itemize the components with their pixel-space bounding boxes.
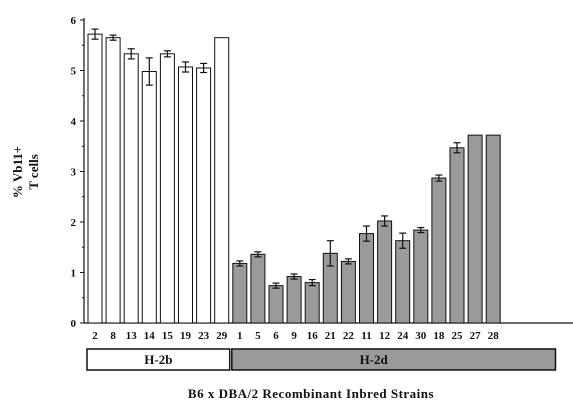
bar-12 [377, 220, 393, 324]
bar-13 [123, 53, 139, 324]
group-box-h-2b [86, 348, 231, 371]
x-tick-label: 27 [470, 330, 482, 342]
bar-14 [141, 71, 157, 324]
x-tick-label: 8 [110, 330, 116, 342]
bar-11 [359, 233, 374, 324]
bar-16 [304, 282, 320, 324]
x-tick-label: 16 [307, 330, 319, 342]
y-tick-label: 3 [71, 167, 77, 179]
x-tick-label: 6 [273, 330, 279, 342]
bar-22 [340, 260, 356, 324]
y-tick-label: 1 [71, 268, 77, 280]
bar-19 [178, 66, 193, 324]
bar-24 [395, 240, 411, 324]
bar-18 [431, 177, 447, 324]
bar-5 [250, 253, 266, 324]
group-label-h-2d: H-2d [360, 352, 389, 367]
bar-27 [467, 134, 483, 324]
x-tick-label: 11 [361, 330, 371, 342]
y-tick-label: 4 [71, 116, 77, 128]
y-tick-label: 2 [71, 217, 77, 229]
x-tick-label: 30 [415, 330, 427, 342]
x-tick-label: 14 [144, 330, 156, 342]
x-tick-label: 2 [92, 330, 98, 342]
x-tick-label: 5 [255, 330, 261, 342]
x-tick-label: 13 [126, 330, 138, 342]
x-tick-label: 19 [180, 330, 192, 342]
bar-9 [286, 276, 302, 324]
x-tick-label: 18 [433, 330, 445, 342]
x-axis-label: B6 x DBA/2 Recombinant Inbred Strains [188, 386, 434, 401]
bar-29 [214, 37, 230, 324]
bar-25 [449, 147, 465, 324]
x-tick-label: 24 [397, 330, 409, 342]
x-tick-label: 22 [343, 330, 355, 342]
y-tick-label: 0 [71, 318, 77, 330]
x-tick-label: 21 [325, 330, 336, 342]
bar-15 [159, 53, 175, 324]
y-axis-label-line2: T cells [26, 154, 41, 190]
x-tick-label: 1 [237, 330, 243, 342]
y-tick-label: 5 [71, 66, 77, 78]
x-tick-label: 9 [291, 330, 297, 342]
x-tick-label: 29 [216, 330, 228, 342]
group-box-h-2d [231, 348, 557, 371]
bar-1 [232, 262, 248, 324]
y-axis-label-line1: % Vb11+ [10, 146, 25, 198]
x-tick-label: 28 [488, 330, 500, 342]
x-tick-label: 25 [452, 330, 464, 342]
bar-23 [196, 67, 212, 324]
bar-8 [105, 37, 121, 324]
bar-6 [268, 285, 284, 324]
bar-30 [413, 229, 429, 324]
bar-28 [485, 134, 501, 324]
x-tick-label: 15 [162, 330, 174, 342]
bar-2 [87, 33, 103, 324]
x-tick-label: 12 [379, 330, 391, 342]
y-tick-label: 6 [71, 15, 77, 27]
group-label-h-2b: H-2b [144, 352, 172, 367]
x-tick-label: 23 [198, 330, 210, 342]
